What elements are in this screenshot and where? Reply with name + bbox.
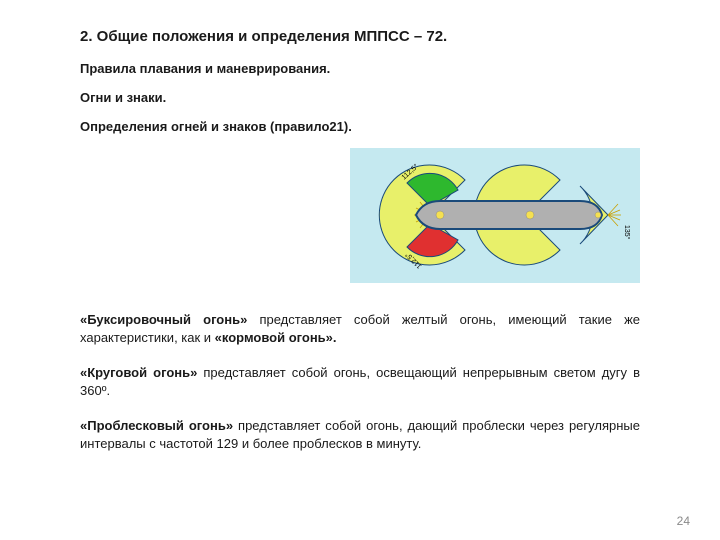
mast-light-rear xyxy=(526,211,534,219)
subtitle-1: Правила плавания и маневрирования. xyxy=(80,61,640,76)
term-allround: «Круговой огонь» xyxy=(80,365,197,380)
mast-light-front xyxy=(436,211,444,219)
page-number: 24 xyxy=(677,514,690,528)
section-title: 2. Общие положения и определения МППСС –… xyxy=(80,28,640,45)
subtitle-3: Определения огней и знаков (правило21). xyxy=(80,119,640,134)
stern-angle-label: 135° xyxy=(623,225,631,240)
definition-towing-light: «Буксировочный огонь» представляет собой… xyxy=(80,311,640,346)
diagram-container: 135° 225° 112,5° 112,5° xyxy=(80,148,640,283)
definition-all-round-light: «Круговой огонь» представляет собой огон… xyxy=(80,364,640,399)
subtitle-2: Огни и знаки. xyxy=(80,90,640,105)
stern-rays xyxy=(608,204,621,226)
term-stern-ref: «кормовой огонь». xyxy=(215,330,337,345)
navigation-lights-diagram: 135° 225° 112,5° 112,5° xyxy=(350,148,640,283)
stern-light xyxy=(595,212,601,218)
term-flashing: «Проблесковый огонь» xyxy=(80,418,233,433)
definition-flashing-light: «Проблесковый огонь» представляет собой … xyxy=(80,417,640,452)
term-towing: «Буксировочный огонь» xyxy=(80,312,247,327)
ship-lights-svg: 135° 225° 112,5° 112,5° xyxy=(350,148,640,283)
